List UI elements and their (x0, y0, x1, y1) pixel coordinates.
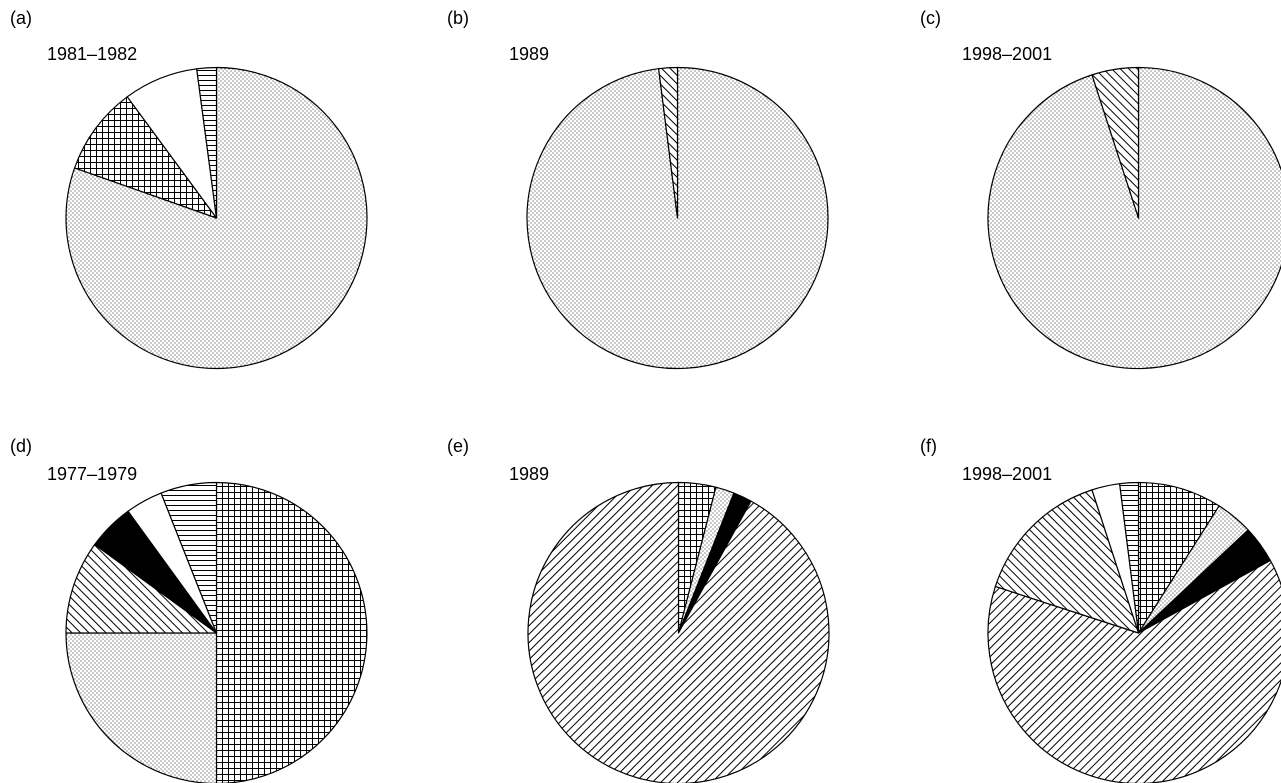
panel-label: (c) (920, 8, 941, 28)
panel-label: (f) (920, 436, 937, 456)
pie-b (526, 66, 829, 370)
pie-slice-diag-down (994, 489, 1140, 634)
pie-slice-dots (987, 66, 1281, 370)
panel-title: 1977–1979 (47, 464, 137, 484)
pie-slice-hlines (1119, 481, 1140, 634)
pie-slice-diag-down (658, 66, 679, 219)
pie-d (65, 481, 368, 783)
panel-label: (b) (447, 8, 469, 28)
pie-slice-crosshatch (73, 96, 218, 219)
pie-slice-diag-down (1091, 66, 1140, 219)
panel-a: (a) 1981–1982 (10, 8, 368, 370)
pie-slice-diag-up (527, 481, 830, 783)
pie-a (65, 66, 368, 370)
pie-slice-hlines (160, 481, 218, 634)
pie-slice-dots (65, 632, 218, 783)
pie-e (527, 481, 830, 783)
pie-slice-crosshatch (1137, 481, 1220, 634)
panel-label: (d) (10, 436, 32, 456)
panel-c: (c) 1998–2001 (920, 8, 1281, 370)
panel-d: (d) 1977–1979 (10, 436, 368, 783)
pie-f (987, 481, 1281, 783)
panel-b: (b) 1989 (447, 8, 829, 370)
pie-slice-diag-down (65, 543, 218, 634)
panel-f: (f) 1998–2001 (920, 436, 1281, 783)
panel-label: (e) (447, 436, 469, 456)
pie-c (987, 66, 1281, 370)
pie-slice-crosshatch (215, 481, 368, 783)
panel-title: 1989 (509, 464, 549, 484)
panel-title: 1998–2001 (962, 44, 1052, 64)
panel-title: 1998–2001 (962, 464, 1052, 484)
panel-title: 1981–1982 (47, 44, 137, 64)
panel-title: 1989 (509, 44, 549, 64)
pie-slice-hlines (196, 66, 218, 219)
panel-e: (e) 1989 (447, 436, 830, 783)
pie-slice-dots (65, 66, 368, 370)
panel-label: (a) (10, 8, 32, 28)
